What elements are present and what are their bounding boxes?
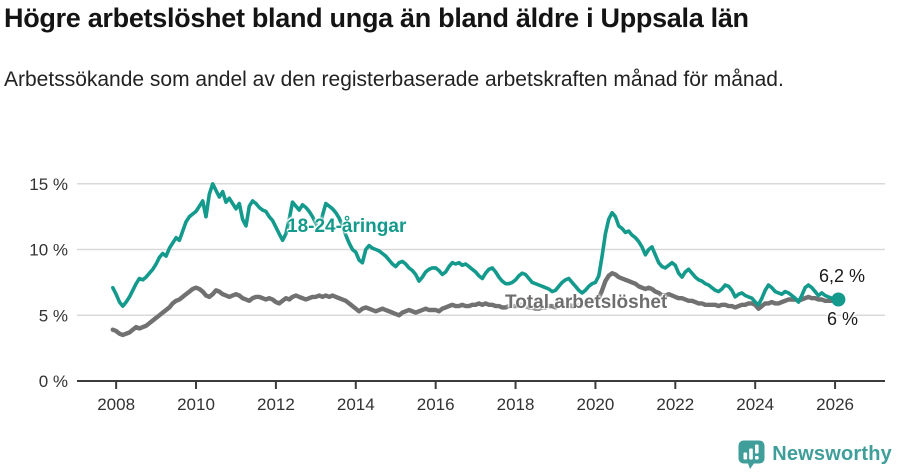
brand-name: Newsworthy <box>772 443 892 465</box>
svg-text:2008: 2008 <box>97 395 135 414</box>
end-value-label-18-24: 6,2 % <box>819 266 866 286</box>
chart-title: Högre arbetslöshet bland unga än bland ä… <box>4 3 749 33</box>
series-line-total <box>110 271 841 338</box>
series-end-dot <box>831 292 846 307</box>
chart-subtitle: Arbetssökande som andel av den registerb… <box>4 68 784 91</box>
svg-text:2026: 2026 <box>816 395 854 414</box>
y-axis-labels: 0 % 5 % 10 % 15 % <box>29 175 68 391</box>
svg-text:2022: 2022 <box>656 395 694 414</box>
svg-text:2012: 2012 <box>257 395 295 414</box>
svg-text:10 %: 10 % <box>29 241 68 260</box>
x-axis-labels: 2008 2010 2012 2014 2016 2018 2020 2022 2024 2026 <box>97 395 854 414</box>
svg-text:2016: 2016 <box>417 395 455 414</box>
svg-text:2010: 2010 <box>177 395 215 414</box>
svg-text:0 %: 0 % <box>39 372 68 391</box>
svg-text:5 %: 5 % <box>39 306 68 325</box>
series-label-total-arbetsloshet: Total arbetslöshet <box>505 292 668 313</box>
svg-text:15 %: 15 % <box>29 175 68 194</box>
series-label-18-24-aringar: 18-24-åringar <box>287 216 407 237</box>
svg-text:2018: 2018 <box>497 395 535 414</box>
svg-text:2014: 2014 <box>337 395 375 414</box>
newsworthy-branding: Newsworthy <box>738 440 892 469</box>
newsworthy-logo-icon <box>738 440 765 469</box>
end-value-label-total: 6 % <box>827 309 859 329</box>
svg-text:2020: 2020 <box>577 395 615 414</box>
x-axis-ticks <box>115 381 837 389</box>
series-line-young <box>111 182 841 308</box>
svg-text:2024: 2024 <box>736 395 774 414</box>
